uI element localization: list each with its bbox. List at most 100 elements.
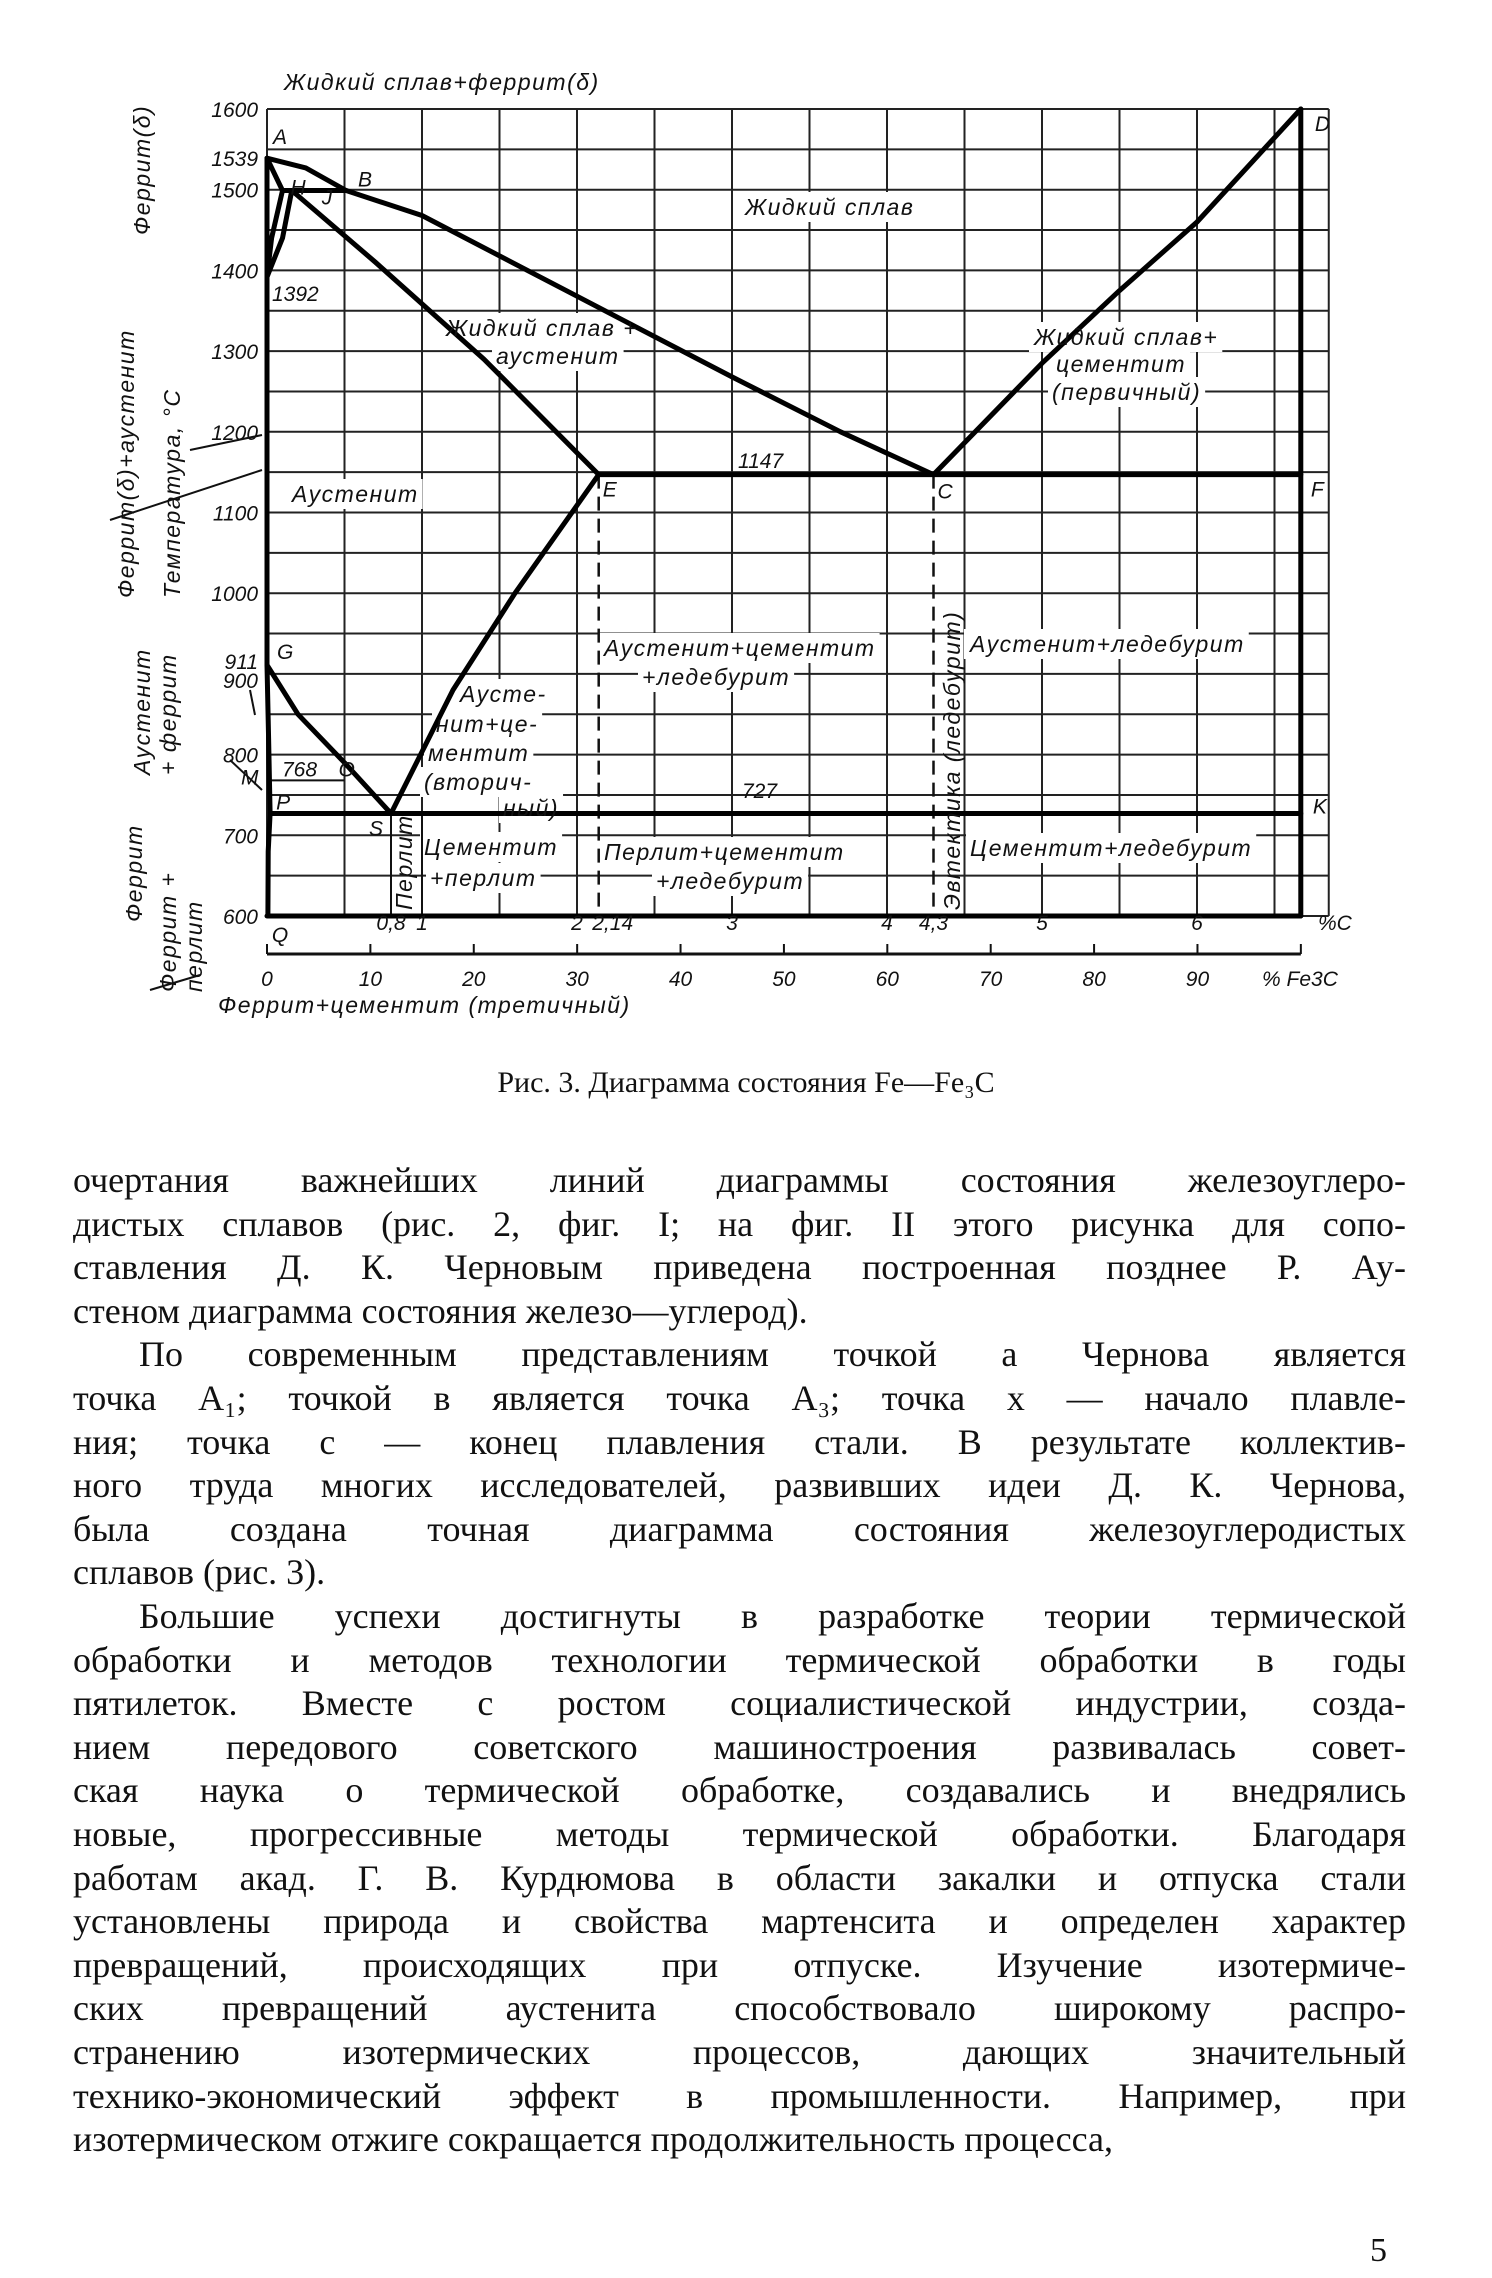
phase-line-PQ (265, 811, 273, 919)
point-label-A: A (271, 126, 287, 149)
region-liquid-austenite: аустенит (496, 343, 620, 369)
label-backing (279, 67, 604, 97)
side-label-ferrite-delta-austenite: Феррит(δ)+аустенит (113, 329, 139, 598)
region-cementite-pearlite: Цементит (424, 834, 558, 860)
text-line: технико-экономический эффект в промышлен… (73, 2075, 1406, 2116)
y-tick-label: 1200 (211, 422, 258, 445)
leader-line (249, 689, 256, 716)
point-label-G: G (277, 641, 293, 664)
x-tick-label: 6 (1191, 912, 1203, 935)
x-axis-unit-carbon: %C (1318, 912, 1353, 935)
point-label-O: O (339, 758, 355, 781)
y-tick-label: 1500 (211, 180, 258, 203)
leader-line (189, 434, 263, 451)
label-backing (420, 832, 563, 862)
text-line: новые, прогрессивные методы термической … (73, 1814, 1406, 1854)
phase-line-AH (264, 155, 285, 193)
point-label-C: C (938, 481, 954, 504)
x2-tick-label: 20 (461, 968, 486, 991)
x2-tick-label: 60 (876, 968, 900, 991)
side-label-ferrite: Феррит (121, 824, 147, 922)
phase-line-CD (931, 106, 1304, 478)
text-line: Большие успехи достигнуты в разработке т… (139, 1596, 1406, 1636)
point-label-B: B (358, 169, 372, 192)
x-tick-label: 2,14 (591, 912, 633, 935)
leader-line (229, 759, 263, 791)
region-austenite-secondary-cementite: ментит (428, 740, 529, 766)
label-backing (652, 866, 809, 896)
grid (214, 67, 1330, 1020)
phase-line-JE (289, 188, 602, 478)
label-backing (432, 709, 543, 739)
x-tick-label: 3 (726, 912, 738, 935)
point-label-J: J (321, 187, 333, 210)
y-tick-label: 768 (282, 758, 317, 781)
side-label-austenite-ferrite: Аустенит (129, 648, 155, 777)
leader-line (149, 974, 201, 991)
region-austenite-secondary-cementite: Аусте- (458, 681, 547, 707)
text-line: очертания важнейших линий диаграммы сост… (73, 1160, 1406, 1200)
x2-tick-label: 50 (772, 968, 796, 991)
text-line: ного труда многих исследователей, развив… (73, 1465, 1406, 1506)
label-backing (1048, 377, 1206, 407)
text-line: точка A₁; точкой в является точка A₃; то… (73, 1378, 1406, 1418)
text-line: обработки и методов технологии термическ… (73, 1639, 1406, 1680)
y-tick-label: 1539 (211, 148, 258, 171)
label-backing (964, 629, 1249, 659)
x-tick-label: 4 (881, 912, 893, 935)
text-line: нием передового советского машиностроени… (73, 1726, 1406, 1767)
text-line: сплавов (рис. 3). (73, 1552, 326, 1593)
x2-tick-label: 70 (979, 968, 1003, 991)
region-pearlite: Перлит (391, 814, 417, 910)
region-liquid-cementite: Жидкий сплав+ (1033, 324, 1218, 350)
x-tick-label: 4,3 (919, 912, 949, 935)
text-line: работам акад. Г. В. Курдюмова в области … (73, 1857, 1406, 1898)
x-tick-label: 5 (1036, 912, 1048, 935)
x2-tick-label: 80 (1082, 968, 1106, 991)
label-backing (638, 662, 795, 692)
y-tick-label: 1400 (211, 260, 258, 283)
phase-line-AB (264, 155, 349, 193)
point-label-S: S (369, 818, 383, 841)
label-backing (499, 793, 564, 823)
phase-line-GS (264, 662, 394, 816)
region-austenite-ledeburite: Аустенит+ледебурит (968, 631, 1245, 657)
region-pearlite-cementite-ledeburite: Перлит+цементит (604, 839, 845, 865)
region-labels: Жидкий сплав+феррит(δ) Жидкий сплав Жидк… (113, 69, 1353, 1018)
y-tick-label: 900 (223, 670, 258, 693)
y-tick-label: 1300 (211, 341, 258, 364)
region-cementite-pearlite: +перлит (430, 865, 537, 891)
point-label-P: P (276, 792, 290, 815)
x-tick-label: 1 (416, 912, 428, 935)
side-label-ferrite-delta: Феррит(δ) (129, 105, 155, 235)
x2-tick-label: 30 (565, 968, 589, 991)
text-line: была создана точная диаграмма состояния … (73, 1508, 1406, 1549)
text-line: превращений, происходящих при отпуске. И… (73, 1944, 1406, 1985)
region-austenite-cementite-ledeburite: Аустенит+цементит (602, 635, 876, 661)
text-line: ния; точка с — конец плавления стали. В … (73, 1421, 1406, 1462)
region-liquid: Жидкий сплав (744, 194, 914, 220)
eutectoid-temp-label: 727 (742, 780, 778, 803)
region-eutectic-ledeburite: Эвтектика (ледебурит) (939, 611, 965, 910)
y-tick-label: 1600 (211, 99, 258, 122)
point-label-K: K (1313, 796, 1328, 819)
label-backing (441, 313, 643, 343)
y-tick-label: 1392 (272, 283, 319, 306)
text-line: стеном диаграмма состояния железо—углеро… (73, 1290, 808, 1331)
point-label-D: D (1315, 113, 1330, 136)
page-number: 5 (1370, 2232, 1387, 2269)
label-backing (966, 833, 1257, 863)
point-label-M: M (241, 766, 259, 789)
point-label-E: E (603, 479, 618, 502)
text-line: пятилеток. Вместе с ростом социалистичес… (73, 1683, 1406, 1724)
region-austenite-secondary-cementite: (вторич- (424, 769, 532, 795)
side-label-austenite-ferrite: + феррит (155, 653, 181, 775)
phase-line-BC (343, 188, 936, 478)
text-line: дистых сплавов (рис. 2, фиг. I; на фиг. … (73, 1203, 1406, 1244)
label-backing (1052, 349, 1191, 379)
text-line: установлены природа и свойства мартенсит… (73, 1901, 1406, 1942)
x-tick-label: 2 (570, 912, 583, 935)
y-axis-title: Температура, °C (159, 389, 185, 598)
region-austenite: Аустенит (290, 481, 419, 507)
bottom-label-ferrite-tertiary-cementite: Феррит+цементит (третичный) (218, 992, 631, 1018)
